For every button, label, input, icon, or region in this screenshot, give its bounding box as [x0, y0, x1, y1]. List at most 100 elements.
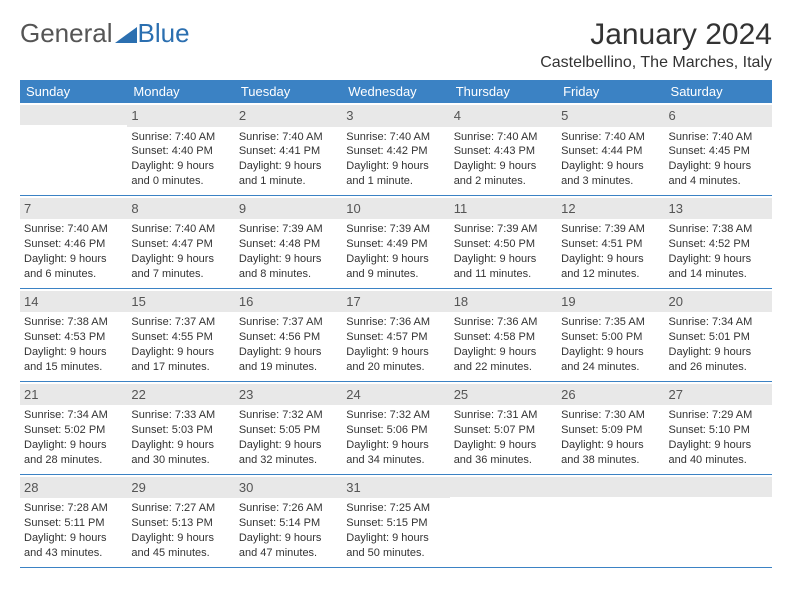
daylight-text: Daylight: 9 hours and 34 minutes. — [346, 438, 445, 468]
day-cell: 25Sunrise: 7:31 AMSunset: 5:07 PMDayligh… — [450, 382, 557, 474]
day-number: 27 — [665, 384, 772, 406]
day-number: 1 — [127, 105, 234, 127]
day-number: 11 — [450, 198, 557, 220]
sunset-text: Sunset: 4:56 PM — [239, 330, 338, 345]
day-number: 15 — [127, 291, 234, 313]
sunrise-text: Sunrise: 7:32 AM — [239, 408, 338, 423]
day-cell: 16Sunrise: 7:37 AMSunset: 4:56 PMDayligh… — [235, 289, 342, 381]
sunrise-text: Sunrise: 7:40 AM — [131, 130, 230, 145]
sunset-text: Sunset: 4:45 PM — [669, 144, 768, 159]
day-cell: 27Sunrise: 7:29 AMSunset: 5:10 PMDayligh… — [665, 382, 772, 474]
day-cell: 21Sunrise: 7:34 AMSunset: 5:02 PMDayligh… — [20, 382, 127, 474]
sunrise-text: Sunrise: 7:29 AM — [669, 408, 768, 423]
sunrise-text: Sunrise: 7:39 AM — [561, 222, 660, 237]
daylight-text: Daylight: 9 hours and 15 minutes. — [24, 345, 123, 375]
sunrise-text: Sunrise: 7:37 AM — [131, 315, 230, 330]
logo-triangle-icon — [115, 25, 137, 43]
week-row: 14Sunrise: 7:38 AMSunset: 4:53 PMDayligh… — [20, 289, 772, 382]
logo-text-general: General — [20, 18, 113, 49]
day-number: 6 — [665, 105, 772, 127]
sunset-text: Sunset: 5:09 PM — [561, 423, 660, 438]
daylight-text: Daylight: 9 hours and 3 minutes. — [561, 159, 660, 189]
sunrise-text: Sunrise: 7:40 AM — [454, 130, 553, 145]
day-cell: 24Sunrise: 7:32 AMSunset: 5:06 PMDayligh… — [342, 382, 449, 474]
sunset-text: Sunset: 4:49 PM — [346, 237, 445, 252]
sunrise-text: Sunrise: 7:33 AM — [131, 408, 230, 423]
day-cell: 1 Sunrise: 7:40 AMSunset: 4:40 PMDaylight… — [127, 103, 234, 195]
day-cell: 28Sunrise: 7:28 AMSunset: 5:11 PMDayligh… — [20, 475, 127, 567]
day-number: 31 — [342, 477, 449, 499]
week-row: 21Sunrise: 7:34 AMSunset: 5:02 PMDayligh… — [20, 382, 772, 475]
day-number — [450, 477, 557, 497]
sunrise-text: Sunrise: 7:32 AM — [346, 408, 445, 423]
sunrise-text: Sunrise: 7:26 AM — [239, 501, 338, 516]
day-number: 14 — [20, 291, 127, 313]
sunrise-text: Sunrise: 7:38 AM — [24, 315, 123, 330]
month-title: January 2024 — [540, 18, 772, 52]
day-number — [20, 105, 127, 125]
sunrise-text: Sunrise: 7:40 AM — [346, 130, 445, 145]
sunset-text: Sunset: 5:03 PM — [131, 423, 230, 438]
sunrise-text: Sunrise: 7:37 AM — [239, 315, 338, 330]
day-number: 25 — [450, 384, 557, 406]
title-block: January 2024 Castelbellino, The Marches,… — [540, 18, 772, 72]
day-number: 7 — [20, 198, 127, 220]
daylight-text: Daylight: 9 hours and 28 minutes. — [24, 438, 123, 468]
day-cell: 13Sunrise: 7:38 AMSunset: 4:52 PMDayligh… — [665, 196, 772, 288]
day-cell: 6 Sunrise: 7:40 AMSunset: 4:45 PMDaylight… — [665, 103, 772, 195]
daylight-text: Daylight: 9 hours and 4 minutes. — [669, 159, 768, 189]
day-cell — [450, 475, 557, 567]
day-cell: 18Sunrise: 7:36 AMSunset: 4:58 PMDayligh… — [450, 289, 557, 381]
day-cell: 12Sunrise: 7:39 AMSunset: 4:51 PMDayligh… — [557, 196, 664, 288]
day-number — [665, 477, 772, 497]
sunset-text: Sunset: 4:40 PM — [131, 144, 230, 159]
header: General Blue January 2024 Castelbellino,… — [20, 18, 772, 72]
logo: General Blue — [20, 18, 190, 49]
sunset-text: Sunset: 4:58 PM — [454, 330, 553, 345]
sunset-text: Sunset: 4:50 PM — [454, 237, 553, 252]
day-header-saturday: Saturday — [665, 80, 772, 103]
day-number: 5 — [557, 105, 664, 127]
daylight-text: Daylight: 9 hours and 22 minutes. — [454, 345, 553, 375]
sunrise-text: Sunrise: 7:36 AM — [454, 315, 553, 330]
day-cell: 14 Sunrise: 7:38 AMSunset: 4:53 PMDayligh… — [20, 289, 127, 381]
sunrise-text: Sunrise: 7:39 AM — [454, 222, 553, 237]
day-number: 26 — [557, 384, 664, 406]
sunrise-text: Sunrise: 7:31 AM — [454, 408, 553, 423]
sunrise-text: Sunrise: 7:40 AM — [669, 130, 768, 145]
day-cell: 2Sunrise: 7:40 AMSunset: 4:41 PMDaylight… — [235, 103, 342, 195]
daylight-text: Daylight: 9 hours and 20 minutes. — [346, 345, 445, 375]
sunset-text: Sunset: 5:05 PM — [239, 423, 338, 438]
day-cell: 5Sunrise: 7:40 AMSunset: 4:44 PMDaylight… — [557, 103, 664, 195]
day-number: 30 — [235, 477, 342, 499]
sunrise-text: Sunrise: 7:38 AM — [669, 222, 768, 237]
daylight-text: Daylight: 9 hours and 19 minutes. — [239, 345, 338, 375]
weeks-container: 1Sunrise: 7:40 AMSunset: 4:40 PMDaylight… — [20, 103, 772, 568]
day-cell: 29Sunrise: 7:27 AMSunset: 5:13 PMDayligh… — [127, 475, 234, 567]
sunset-text: Sunset: 5:00 PM — [561, 330, 660, 345]
calendar: Sunday Monday Tuesday Wednesday Thursday… — [20, 80, 772, 568]
daylight-text: Daylight: 9 hours and 43 minutes. — [24, 531, 123, 561]
daylight-text: Daylight: 9 hours and 1 minute. — [346, 159, 445, 189]
daylight-text: Daylight: 9 hours and 17 minutes. — [131, 345, 230, 375]
day-cell: 15Sunrise: 7:37 AMSunset: 4:55 PMDayligh… — [127, 289, 234, 381]
sunset-text: Sunset: 4:53 PM — [24, 330, 123, 345]
day-cell: 4Sunrise: 7:40 AMSunset: 4:43 PMDaylight… — [450, 103, 557, 195]
daylight-text: Daylight: 9 hours and 6 minutes. — [24, 252, 123, 282]
sunrise-text: Sunrise: 7:27 AM — [131, 501, 230, 516]
daylight-text: Daylight: 9 hours and 8 minutes. — [239, 252, 338, 282]
day-number: 28 — [20, 477, 127, 499]
daylight-text: Daylight: 9 hours and 1 minute. — [239, 159, 338, 189]
sunrise-text: Sunrise: 7:34 AM — [669, 315, 768, 330]
sunset-text: Sunset: 5:07 PM — [454, 423, 553, 438]
day-cell: 7Sunrise: 7:40 AMSunset: 4:46 PMDaylight… — [20, 196, 127, 288]
day-cell — [557, 475, 664, 567]
day-header-row: Sunday Monday Tuesday Wednesday Thursday… — [20, 80, 772, 103]
sunrise-text: Sunrise: 7:36 AM — [346, 315, 445, 330]
day-number: 22 — [127, 384, 234, 406]
day-cell: 8Sunrise: 7:40 AMSunset: 4:47 PMDaylight… — [127, 196, 234, 288]
sunset-text: Sunset: 5:15 PM — [346, 516, 445, 531]
day-number: 17 — [342, 291, 449, 313]
sunset-text: Sunset: 4:57 PM — [346, 330, 445, 345]
daylight-text: Daylight: 9 hours and 0 minutes. — [131, 159, 230, 189]
